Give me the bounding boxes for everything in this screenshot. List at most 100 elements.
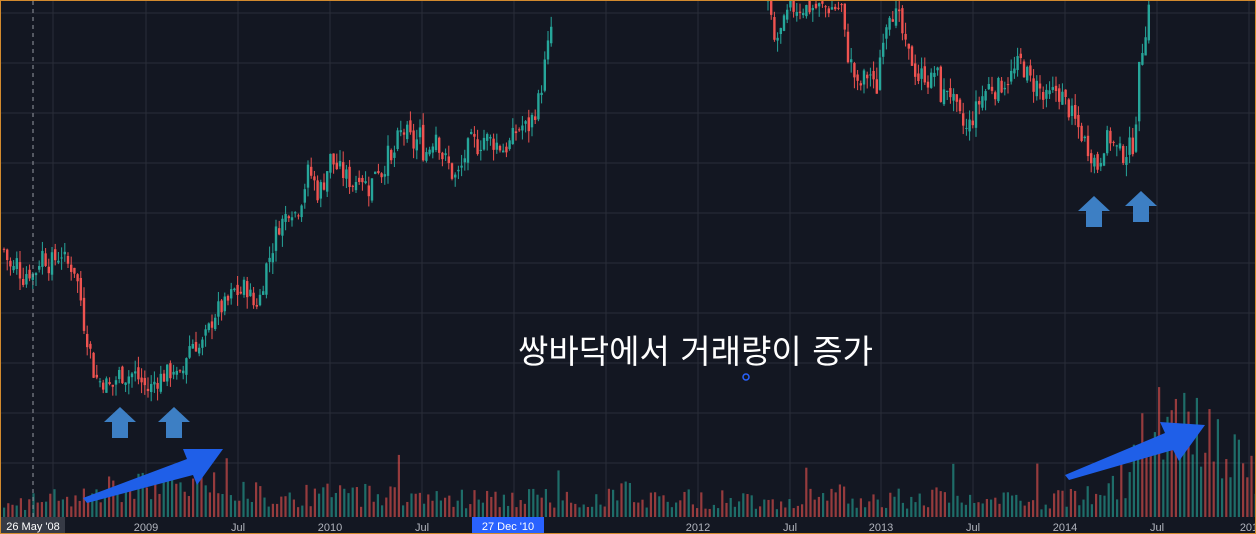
volume-bar — [150, 499, 153, 517]
candle-body — [466, 138, 470, 163]
candle-body — [840, 4, 843, 6]
volume-bar — [742, 493, 745, 517]
candle-body — [127, 376, 130, 384]
volume-bar — [406, 501, 409, 517]
candle-body — [1067, 99, 1070, 118]
candle-body — [70, 264, 73, 272]
candle-body — [1080, 125, 1083, 141]
volume-bar — [196, 461, 199, 517]
candle-body — [1070, 105, 1074, 116]
volume-bar — [620, 483, 623, 517]
candle-body — [265, 263, 268, 295]
volume-bar — [603, 506, 606, 517]
volume-bar — [511, 492, 514, 517]
candle-body — [1051, 87, 1054, 90]
volume-bar — [40, 502, 43, 517]
volume-bar — [120, 502, 123, 517]
volume-bar — [570, 502, 573, 517]
candle-body — [204, 329, 207, 336]
volume-bar — [784, 507, 787, 517]
candle-body — [322, 182, 326, 190]
candle-body — [1061, 91, 1064, 105]
volume-bar — [721, 490, 724, 517]
volume-bar — [855, 507, 858, 517]
volume-bar — [696, 508, 699, 517]
candle-body — [399, 130, 402, 133]
candle-body — [1042, 92, 1045, 100]
volume-bar — [780, 501, 783, 517]
volume-bar — [599, 504, 602, 517]
volume-bar — [1116, 499, 1119, 517]
candle-body — [859, 83, 862, 86]
volume-bar — [918, 493, 921, 517]
candle-body — [843, 3, 846, 30]
candle-body — [1109, 130, 1112, 144]
candle-body — [866, 74, 869, 79]
candle-body — [511, 127, 514, 145]
candle-body — [348, 166, 351, 187]
candle-body — [310, 166, 313, 176]
candle-body — [1032, 78, 1035, 92]
candle-body — [76, 274, 79, 282]
volume-bar — [45, 501, 48, 517]
volume-bar — [1174, 398, 1177, 517]
candle-body — [73, 267, 76, 274]
volume-bar — [1242, 463, 1245, 517]
volume-bar — [103, 492, 106, 517]
volume-bar — [612, 489, 615, 517]
volume-bar — [834, 492, 837, 517]
volume-bar — [532, 488, 535, 517]
candle-body — [300, 205, 303, 218]
candle-body — [201, 339, 204, 348]
volume-bar — [1011, 495, 1014, 517]
volume-bar — [1090, 504, 1093, 517]
volume-bar — [183, 491, 186, 517]
candle-body — [137, 367, 140, 380]
candle-body — [824, 6, 827, 8]
volume-bar — [477, 499, 480, 517]
volume-bar — [141, 472, 144, 517]
candle-body — [1096, 154, 1099, 170]
volume-bar — [708, 508, 711, 517]
candle-body — [1054, 85, 1058, 92]
candle-body — [79, 277, 82, 301]
candle-body — [971, 120, 974, 126]
volume-bar — [368, 485, 371, 517]
candle-body — [534, 116, 537, 120]
volume-bar — [906, 508, 909, 517]
volume-bar — [187, 496, 190, 517]
x-tick-label: 201 — [1240, 522, 1255, 533]
volume-bar — [1191, 454, 1194, 517]
candle-body — [827, 8, 830, 14]
volume-bar — [423, 503, 426, 517]
candle-body — [415, 139, 418, 151]
volume-bar — [53, 489, 56, 517]
candle-body — [402, 132, 406, 135]
volume-bar — [276, 503, 279, 517]
volume-bar — [943, 492, 946, 517]
bottom-arrow-2014-right — [1125, 191, 1157, 222]
volume-bar — [1221, 478, 1224, 517]
volume-bar — [116, 493, 119, 517]
volume-bar — [574, 503, 577, 517]
volume-bar — [712, 504, 715, 517]
volume-bar — [1006, 492, 1009, 517]
volume-bar — [624, 481, 627, 517]
candle-body — [1102, 153, 1106, 166]
volume-bar — [1137, 454, 1140, 517]
candle-body — [338, 161, 342, 167]
candle-body — [1016, 56, 1019, 71]
trend-arrow-icon — [1065, 422, 1205, 480]
volume-bar — [687, 489, 690, 517]
candle-body — [396, 130, 399, 150]
volume-bar — [666, 501, 669, 517]
volume-bar — [654, 492, 657, 517]
candle-body — [153, 381, 156, 385]
candle-body — [316, 180, 319, 201]
volume-bar — [192, 478, 195, 517]
candle-body — [2, 248, 6, 250]
candle-body — [942, 89, 946, 105]
candle-body — [44, 253, 47, 266]
